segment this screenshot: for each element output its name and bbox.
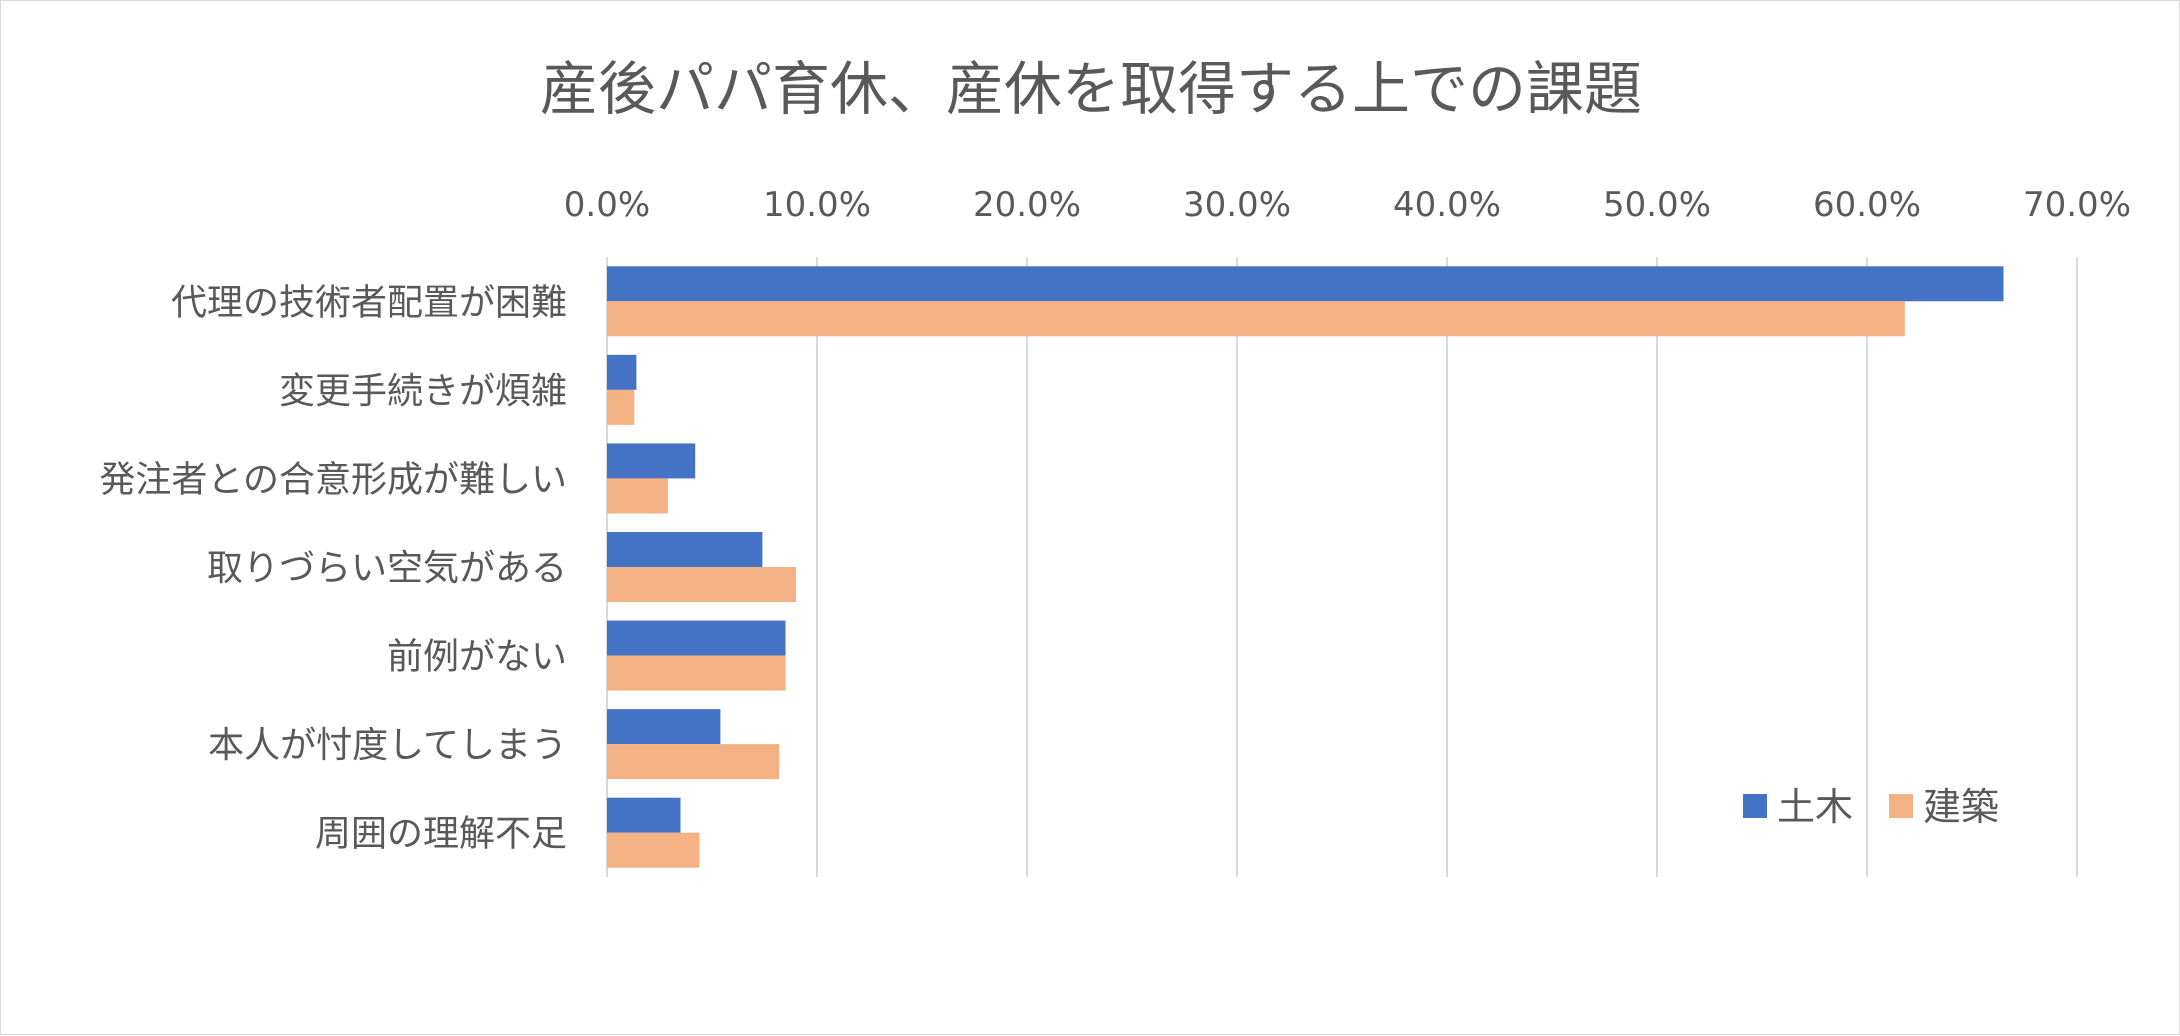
category-label: 変更手続きが煩雑 <box>279 371 567 412</box>
bar-kenchiku <box>607 389 635 425</box>
bar-kenchiku <box>607 832 700 868</box>
bar-kenchiku <box>607 301 1905 337</box>
category-label: 発注者との合意形成が難しい <box>99 459 567 500</box>
chart-title: 産後パパ育休、産休を取得する上での課題 <box>540 55 1642 123</box>
category-labels: 代理の技術者配置が困難変更手続きが煩雑発注者との合意形成が難しい取りづらい空気が… <box>99 282 567 854</box>
category-label: 前例がない <box>387 637 567 678</box>
x-tick-label: 0.0% <box>564 185 650 225</box>
legend-label: 建築 <box>1923 785 1999 829</box>
x-axis-tick-labels: 0.0% 10.0% 20.0% 30.0% 40.0% 50.0% 60.0% 70.0% <box>564 185 2131 225</box>
x-tick-label: 60.0% <box>1813 185 1921 225</box>
bars <box>607 266 2004 868</box>
gridlines <box>606 257 2078 877</box>
category-label: 周囲の理解不足 <box>315 814 567 855</box>
legend-swatch <box>1743 794 1767 818</box>
legend-label: 土木 <box>1777 785 1853 829</box>
bar-doboku <box>607 620 786 656</box>
category-label: 取りづらい空気がある <box>207 548 567 589</box>
x-tick-label: 30.0% <box>1183 185 1291 225</box>
bar-doboku <box>607 443 696 479</box>
category-label: 本人が忖度してしまう <box>208 725 567 766</box>
bar-doboku <box>607 266 2004 302</box>
legend: 土木 建築 <box>1743 785 1999 829</box>
legend-swatch <box>1889 794 1913 818</box>
bar-kenchiku <box>607 567 796 602</box>
category-label: 代理の技術者配置が困難 <box>171 282 567 323</box>
x-tick-label: 70.0% <box>2023 185 2131 225</box>
bar-kenchiku <box>607 655 786 691</box>
bar-kenchiku <box>607 744 780 780</box>
x-tick-label: 10.0% <box>763 185 871 225</box>
x-tick-label: 40.0% <box>1393 185 1501 225</box>
bar-doboku <box>607 709 721 745</box>
x-tick-label: 20.0% <box>973 185 1081 225</box>
bar-kenchiku <box>607 478 668 514</box>
x-tick-label: 50.0% <box>1603 185 1711 225</box>
bar-doboku <box>607 532 763 567</box>
bar-doboku <box>607 354 637 390</box>
bar-doboku <box>607 797 681 833</box>
